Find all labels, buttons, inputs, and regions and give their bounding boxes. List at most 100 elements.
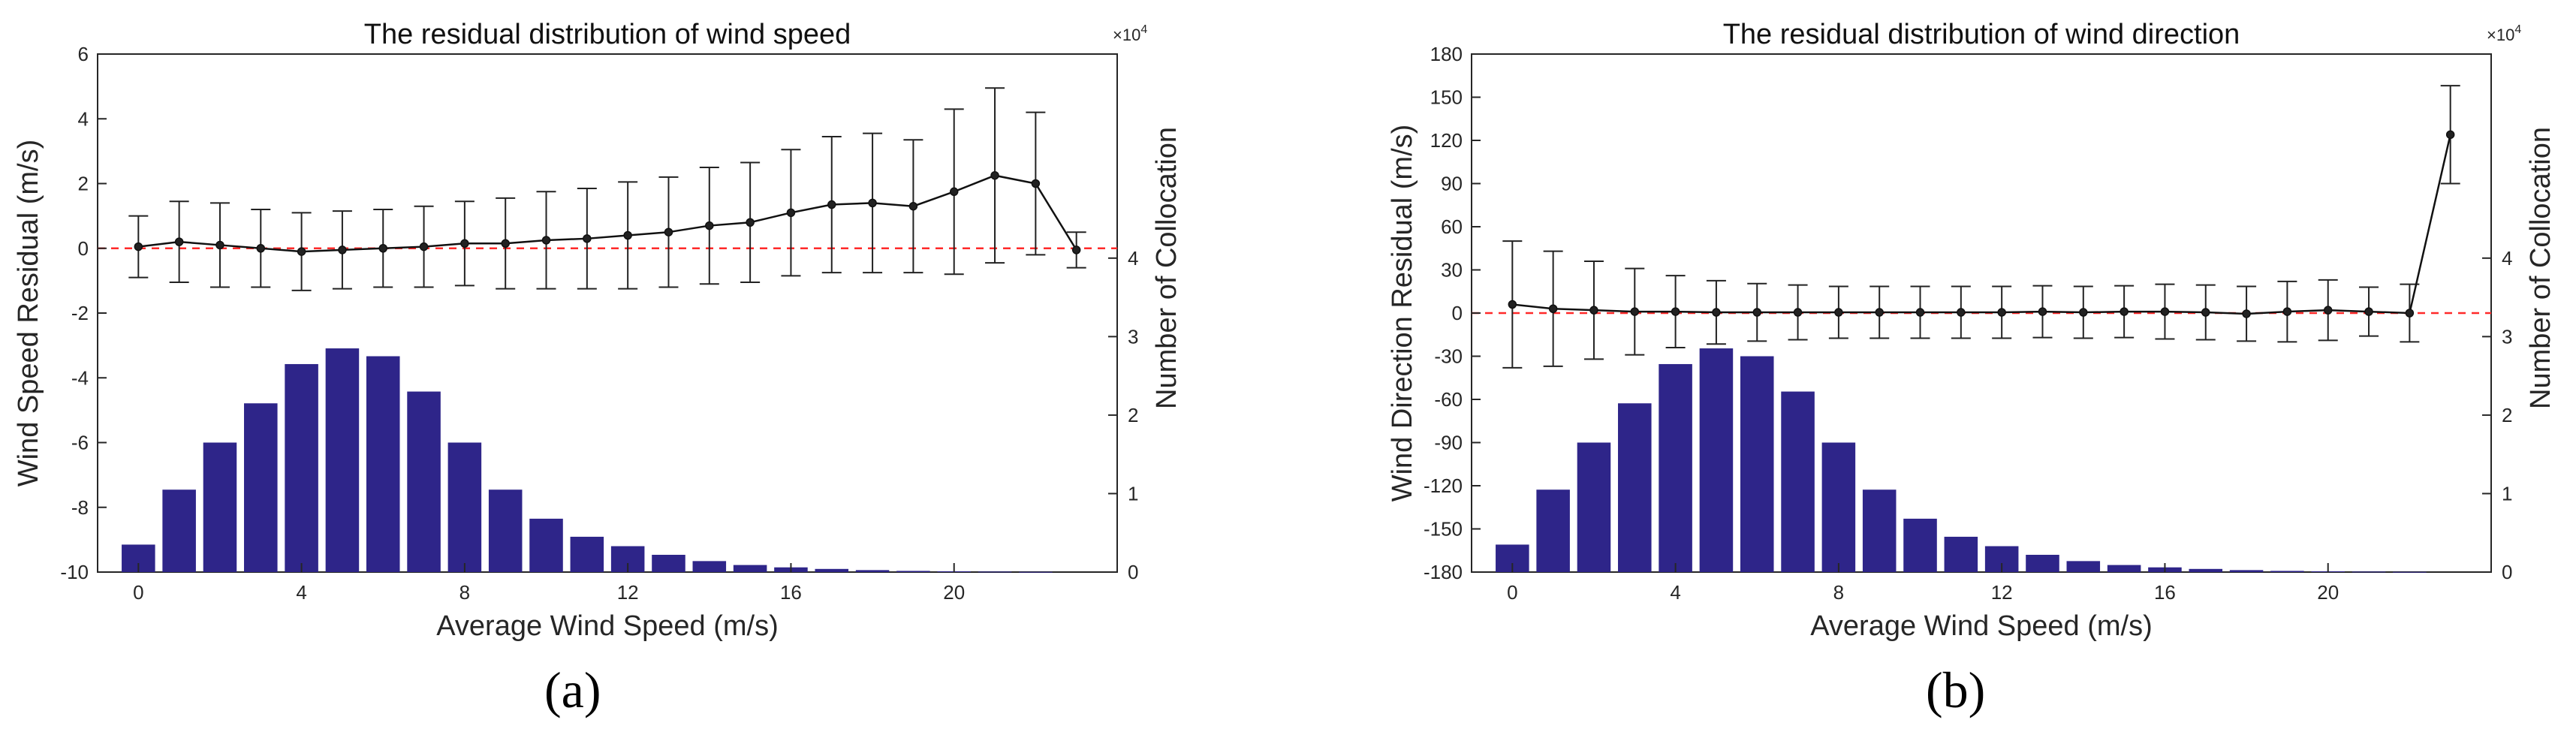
p1-mean-residual-point [419,242,429,252]
p2-chart-title: The residual distribution of wind direct… [1723,19,2240,50]
p1-mean-residual-point [786,208,796,218]
p2-mean-residual-point [1793,308,1803,317]
p1-mean-residual-point [746,218,755,227]
p2-mean-residual-point [1630,307,1640,316]
p2-y-right-tick-label: 4 [2502,247,2512,270]
p1-x-tick-label: 8 [459,581,470,604]
p1-y-tick-label: 2 [78,173,89,195]
p1-mean-residual-point [949,187,959,197]
p2-count-bar [2107,565,2141,572]
p2-x-tick-label: 8 [1833,581,1844,604]
p2-y-tick-label: -120 [1424,474,1463,497]
p1-count-bar [366,356,400,572]
p2-count-bar [2393,571,2427,573]
p1-count-bar [855,570,890,572]
p2-y-tick-label: -30 [1434,345,1463,368]
p1-mean-residual-point [256,244,266,253]
p2-mean-residual-point [1915,308,1925,317]
p1-count-bar [896,571,930,572]
p1-mean-residual-point [583,234,592,243]
p2-mean-residual-point [2364,307,2373,316]
p1-count-bar [325,348,360,572]
p1-count-bar [652,555,685,572]
p2-y-tick-label: 30 [1441,259,1463,282]
p2-y-tick-label: -180 [1424,561,1463,583]
p2-count-bar [2026,555,2059,572]
p1-mean-residual-line [138,174,1077,253]
p1-y-right-tick-label: 2 [1128,404,1138,426]
p1-y-tick-label: -4 [71,366,89,389]
p2-y-tick-label: 120 [1430,129,1463,152]
p1-x-tick-label: 12 [617,581,639,604]
p1-mean-residual-point [1031,179,1041,188]
p2-y-tick-label: -60 [1434,388,1463,411]
p1-y-tick-label: 4 [78,107,89,130]
p2-y-tick-label: -90 [1434,432,1463,454]
p2-x-tick-label: 16 [2154,581,2176,604]
p2-y-tick-label: 180 [1430,43,1463,65]
p1-count-bar [203,442,237,572]
p2-mean-residual-point [2201,308,2210,317]
p1-y-right-tick-label: 4 [1128,247,1138,270]
p1-count-bar [692,561,727,572]
p1-x-tick-label: 0 [133,581,143,604]
p2-count-bar [2352,571,2386,573]
p2-mean-residual-point [2405,309,2415,318]
p2-count-bar [2066,561,2101,572]
p2-mean-residual-point [1671,307,1680,316]
p2-mean-residual-point [2242,309,2251,318]
p1-y-tick-label: -6 [71,432,89,454]
p2-mean-residual-line [1512,134,2451,315]
p2-mean-residual-point [2323,306,2333,315]
p1-x-axis-label: Average Wind Speed (m/s) [436,610,779,642]
p1-count-bar [1019,571,1053,573]
p2-mean-residual-point [1548,304,1558,313]
p2-mean-residual-point [2079,308,2088,317]
p2-y-right-tick-label: 0 [2502,561,2512,583]
p2-count-bar [2270,571,2304,572]
p2-mean-residual-point [1712,308,1721,317]
p1-count-bar [815,568,849,572]
p2-mean-residual-point [2445,130,2455,140]
p2-x-tick-label: 0 [1507,581,1517,604]
p1-count-bar [162,489,196,572]
p1-count-bar [285,363,318,572]
p2-y-tick-label: 90 [1441,173,1463,195]
p2-mean-residual-point [1508,300,1517,309]
p2-mean-residual-point [1834,308,1843,317]
p2-count-bar [2189,568,2223,572]
p2-x-tick-label: 4 [1670,581,1680,604]
p2-mean-residual-point [2160,307,2170,316]
p1-count-bar [529,518,563,572]
p1-mean-residual-point [501,239,510,248]
panel-label-a: (a) [544,661,601,718]
p2-count-bar [1903,518,1937,572]
p1-mean-residual-point [623,230,632,240]
p2-x-tick-label: 20 [2317,581,2339,604]
p2-mean-residual-point [1997,308,2006,317]
p1-mean-residual-point [460,239,469,248]
p1-right-axis-exponent: ×104 [1113,23,1147,44]
p1-mean-residual-point [297,247,306,256]
p2-y-right-axis-label: Number of Collocation [2525,127,2556,409]
p2-count-bar [1577,442,1611,572]
p1-count-bar [733,565,767,572]
p1-mean-residual-point [378,244,387,253]
p1-mean-residual-point [174,237,184,246]
p2-count-bar [1618,403,1652,572]
p1-y-tick-label: 6 [78,43,89,65]
p2-mean-residual-point [1752,308,1761,317]
p2-count-bar [1536,489,1570,572]
p1-y-right-tick-label: 1 [1128,482,1138,505]
p1-chart-title: The residual distribution of wind speed [364,19,851,50]
p1-y-tick-label: -10 [60,561,89,583]
p2-right-axis-exponent: ×104 [2487,23,2521,44]
p1-x-tick-label: 4 [296,581,306,604]
p2-mean-residual-point [1957,308,1966,317]
p2-mean-residual-point [2282,307,2292,316]
p1-y-right-tick-label: 0 [1128,561,1138,583]
p1-y-tick-label: -2 [71,302,89,324]
p1-count-bar [447,442,482,572]
p2-mean-residual-point [1875,308,1884,317]
p2-count-bar [1659,363,1692,572]
